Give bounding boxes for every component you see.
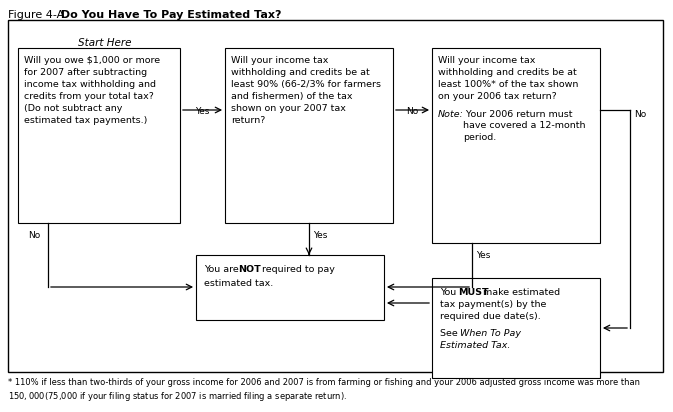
Text: for 2007 after subtracting: for 2007 after subtracting	[24, 68, 147, 77]
Text: estimated tax.: estimated tax.	[204, 279, 273, 288]
Text: estimated tax payments.): estimated tax payments.)	[24, 116, 147, 125]
Text: No: No	[406, 107, 418, 116]
Text: on your 2006 tax return?: on your 2006 tax return?	[438, 92, 557, 101]
Text: No: No	[28, 231, 40, 240]
Text: Your 2006 return must
have covered a 12-month
period.: Your 2006 return must have covered a 12-…	[463, 110, 586, 142]
Text: required due date(s).: required due date(s).	[440, 312, 540, 321]
Text: No: No	[634, 110, 646, 119]
Text: MUST: MUST	[458, 288, 489, 297]
Text: and fishermen) of the tax: and fishermen) of the tax	[231, 92, 353, 101]
Bar	[196, 255, 384, 320]
Text: Yes: Yes	[313, 231, 327, 240]
Text: When To Pay: When To Pay	[460, 329, 521, 338]
Text: Will your income tax: Will your income tax	[438, 56, 536, 65]
Text: NOT: NOT	[238, 265, 260, 274]
Text: withholding and credits be at: withholding and credits be at	[231, 68, 369, 77]
Bar	[8, 20, 663, 372]
Bar	[432, 48, 600, 243]
Text: Note:: Note:	[438, 110, 464, 119]
Text: * 110% if less than two-thirds of your gross income for 2006 and 2007 is from fa: * 110% if less than two-thirds of your g…	[8, 378, 640, 403]
Text: You: You	[440, 288, 459, 297]
Text: shown on your 2007 tax: shown on your 2007 tax	[231, 104, 346, 113]
Text: tax payment(s) by the: tax payment(s) by the	[440, 300, 546, 309]
Bar	[225, 48, 393, 223]
Text: least 100%* of the tax shown: least 100%* of the tax shown	[438, 80, 578, 89]
Text: Will you owe $1,000 or more: Will you owe $1,000 or more	[24, 56, 160, 65]
Bar	[18, 48, 180, 223]
Text: Yes: Yes	[476, 251, 491, 260]
Text: Yes: Yes	[194, 107, 209, 116]
Text: income tax withholding and: income tax withholding and	[24, 80, 156, 89]
Text: least 90% (66-2/3% for farmers: least 90% (66-2/3% for farmers	[231, 80, 381, 89]
Text: You are: You are	[204, 265, 242, 274]
Text: required to pay: required to pay	[259, 265, 335, 274]
Text: make estimated: make estimated	[480, 288, 560, 297]
Text: credits from your total tax?: credits from your total tax?	[24, 92, 154, 101]
Text: Start Here: Start Here	[78, 38, 131, 48]
Text: return?: return?	[231, 116, 265, 125]
Text: Will your income tax: Will your income tax	[231, 56, 328, 65]
Text: Estimated Tax.: Estimated Tax.	[440, 341, 510, 350]
Text: Do You Have To Pay Estimated Tax?: Do You Have To Pay Estimated Tax?	[57, 10, 281, 20]
Bar	[432, 278, 600, 378]
Text: (Do not subtract any: (Do not subtract any	[24, 104, 122, 113]
Text: See: See	[440, 329, 461, 338]
Text: withholding and credits be at: withholding and credits be at	[438, 68, 577, 77]
Text: Figure 4-A.: Figure 4-A.	[8, 10, 67, 20]
